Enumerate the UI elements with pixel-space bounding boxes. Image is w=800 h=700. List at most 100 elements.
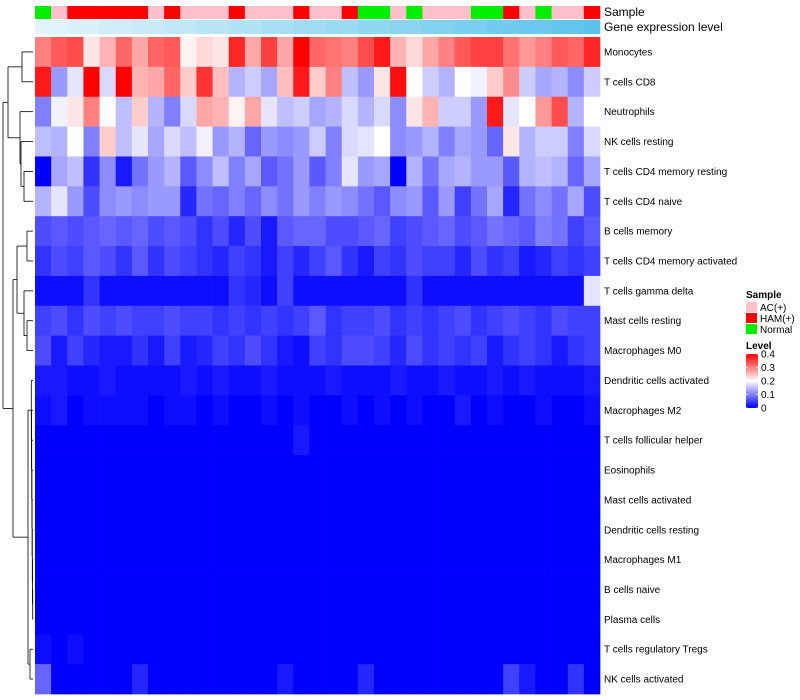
- heatmap-cell: [35, 275, 52, 307]
- heatmap-cell: [519, 664, 536, 695]
- heatmap-cell: [390, 574, 407, 605]
- heatmap-cell: [277, 66, 294, 98]
- heatmap-cell: [115, 634, 133, 665]
- heatmap-cell: [244, 216, 262, 247]
- heatmap-cell: [293, 604, 310, 635]
- heatmap-cell: [51, 604, 68, 635]
- heatmap-cell: [341, 365, 359, 396]
- heatmap-cell: [131, 37, 149, 68]
- heatmap-cell: [228, 455, 246, 486]
- heatmap-cell: [567, 246, 585, 277]
- heatmap-cell: [277, 186, 294, 217]
- heatmap-cell: [583, 544, 601, 575]
- heatmap-cell: [422, 37, 439, 68]
- heatmap-cell: [325, 425, 343, 456]
- heatmap-cell: [454, 604, 472, 635]
- heatmap-cell: [67, 216, 84, 247]
- heatmap-cell: [438, 275, 456, 307]
- expression-annotation-cell: [164, 20, 181, 34]
- heatmap-cell: [406, 634, 423, 665]
- heatmap-cell: [454, 305, 472, 336]
- heatmap-cell: [131, 664, 149, 695]
- heatmap-cell: [454, 186, 472, 217]
- row-label: Mast cells resting: [604, 316, 681, 327]
- heatmap-cell: [535, 365, 552, 396]
- heatmap-cell: [454, 574, 472, 605]
- heatmap-cell: [293, 66, 310, 98]
- heatmap-cell: [422, 664, 439, 695]
- row-label: T cells regulatory Tregs: [604, 645, 708, 656]
- heatmap-cell: [83, 425, 100, 456]
- level-legend-tick-label: 0: [761, 404, 767, 415]
- heatmap-cell: [454, 634, 472, 665]
- heatmap-cell: [83, 216, 100, 247]
- heatmap-cell: [309, 574, 326, 605]
- heatmap-cell: [438, 544, 456, 575]
- heatmap-cell: [212, 395, 230, 426]
- heatmap-cell: [35, 335, 52, 366]
- sample-annotation-cell: [438, 6, 456, 19]
- heatmap-cell: [341, 275, 359, 307]
- heatmap-cell: [35, 37, 52, 68]
- heatmap-cell: [325, 544, 343, 575]
- heatmap-cell: [551, 484, 569, 516]
- expression-annotation-cell: [244, 20, 262, 34]
- heatmap-cell: [406, 574, 423, 605]
- heatmap-cell: [551, 305, 569, 336]
- heatmap-cell: [35, 96, 52, 127]
- heatmap-cell: [341, 634, 359, 665]
- heatmap-cell: [487, 634, 504, 665]
- heatmap-cell: [390, 395, 407, 426]
- heatmap-cell: [228, 96, 246, 127]
- sample-legend: Sample AC(+)HAM(+)Normal: [746, 290, 795, 336]
- heatmap-cell: [567, 126, 585, 157]
- heatmap-cell: [180, 37, 197, 68]
- row-label: NK cells activated: [604, 675, 683, 686]
- heatmap-cell: [438, 335, 456, 366]
- heatmap-cell: [244, 156, 262, 187]
- heatmap-cell: [83, 37, 100, 68]
- heatmap-cell: [293, 634, 310, 665]
- heatmap-cell: [99, 395, 117, 426]
- sample-annotation-cell: [244, 6, 262, 19]
- heatmap-cell: [67, 634, 84, 665]
- heatmap-cell: [83, 395, 100, 426]
- heatmap-cell: [293, 216, 310, 247]
- expression-annotation-cell: [83, 20, 100, 34]
- heatmap-cell: [551, 246, 569, 277]
- heatmap-cell: [261, 574, 278, 605]
- heatmap-cell: [148, 484, 165, 516]
- heatmap-cell: [487, 484, 504, 516]
- heatmap-cell: [196, 455, 213, 486]
- heatmap-cell: [115, 246, 133, 277]
- heatmap-cell: [438, 37, 456, 68]
- heatmap-cell: [99, 574, 117, 605]
- heatmap-cell: [325, 96, 343, 127]
- heatmap-cell: [228, 335, 246, 366]
- heatmap-cell: [325, 126, 343, 157]
- expression-annotation-cell: [148, 20, 165, 34]
- heatmap-cell: [35, 664, 52, 695]
- heatmap-cell: [406, 156, 423, 187]
- heatmap-cell: [487, 514, 504, 546]
- heatmap-cell: [212, 365, 230, 396]
- heatmap-cell: [503, 246, 520, 277]
- heatmap-cell: [454, 395, 472, 426]
- heatmap-cell: [583, 514, 601, 546]
- heatmap-cell: [374, 156, 391, 187]
- heatmap-cell: [551, 216, 569, 247]
- heatmap-cell: [503, 634, 520, 665]
- heatmap-cell: [341, 514, 359, 546]
- heatmap-cell: [374, 634, 391, 665]
- heatmap-cell: [164, 664, 181, 695]
- heatmap-cell: [341, 604, 359, 635]
- heatmap-cell: [164, 395, 181, 426]
- heatmap-cell: [228, 66, 246, 98]
- expression-annotation-cell: [390, 20, 407, 34]
- heatmap-cell: [115, 126, 133, 157]
- sample-annotation-cell: [196, 6, 213, 19]
- heatmap-cell: [487, 275, 504, 307]
- heatmap-cell: [293, 365, 310, 396]
- heatmap-cell: [535, 275, 552, 307]
